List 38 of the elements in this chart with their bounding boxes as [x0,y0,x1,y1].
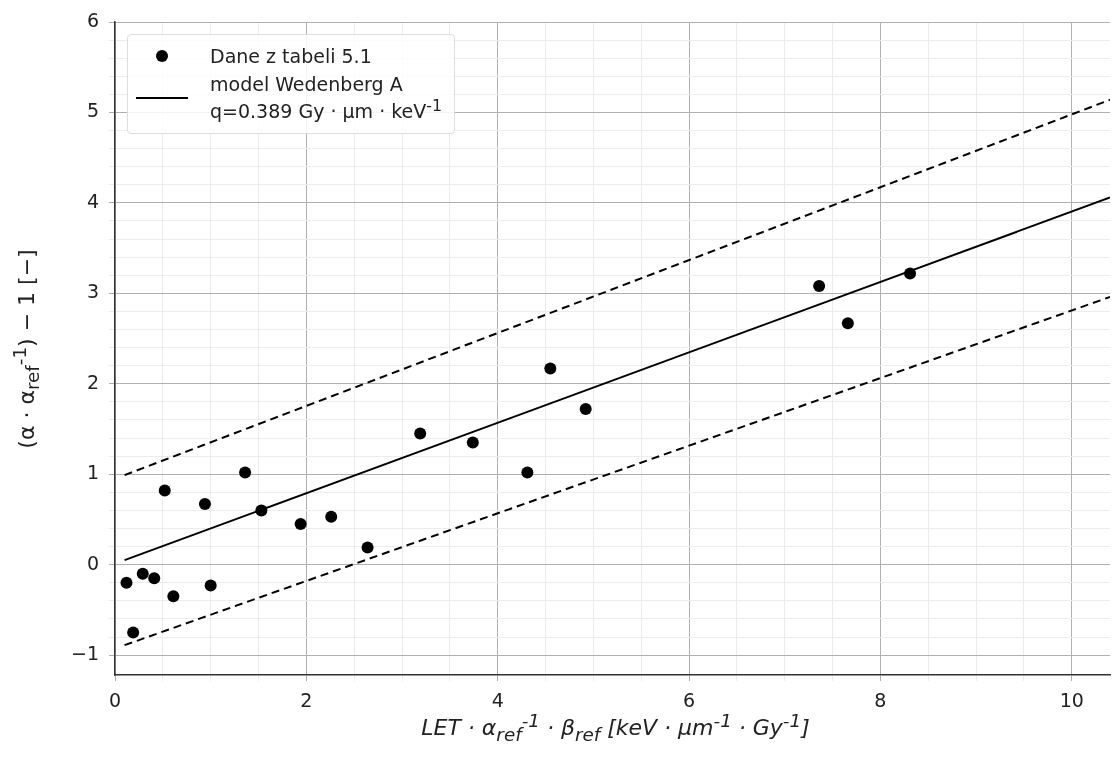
point [361,541,374,554]
legend-label: Dane z tabeli 5.1 [210,44,372,69]
point [904,267,917,280]
point [414,427,427,440]
y-tick-label: 2 [86,370,99,393]
x-tick-label: 2 [300,689,313,712]
point [127,626,140,639]
y-tick-label: 3 [86,280,99,303]
point [813,280,826,293]
y-tick-label: 6 [86,8,99,31]
point [204,579,217,592]
point [325,510,338,523]
text: LET · α$_{ref}$$^{-1}$ · β$_{ref}$ [keV · μm$^{-1}$ · Gy$^{-1}$] [421,710,810,745]
point [521,466,534,479]
x-tick-label: 4 [491,689,504,712]
point [255,504,268,517]
point [239,466,252,479]
y-tick-label: 5 [86,99,99,122]
legend-label: model Wedenberg A q=0.389 Gy · μm · keV$^{-1}$ [210,71,443,125]
x-tick-label: 0 [108,689,122,712]
x-tick-label: 6 [682,689,696,712]
point [294,517,307,530]
y-tick-label: 4 [86,189,99,212]
x-tick-label: 8 [874,689,887,712]
y-tick-label: −1 [70,642,99,665]
point [136,567,149,580]
point [466,436,479,449]
point [148,572,161,585]
y-tick-label: 0 [86,551,99,574]
point [841,317,854,330]
point [579,403,592,416]
point [198,498,211,511]
y-tick-label: 1 [86,461,99,484]
point [167,590,180,603]
x-tick-label: 10 [1059,689,1084,712]
point [158,484,171,497]
point [120,576,133,589]
point [544,362,557,375]
